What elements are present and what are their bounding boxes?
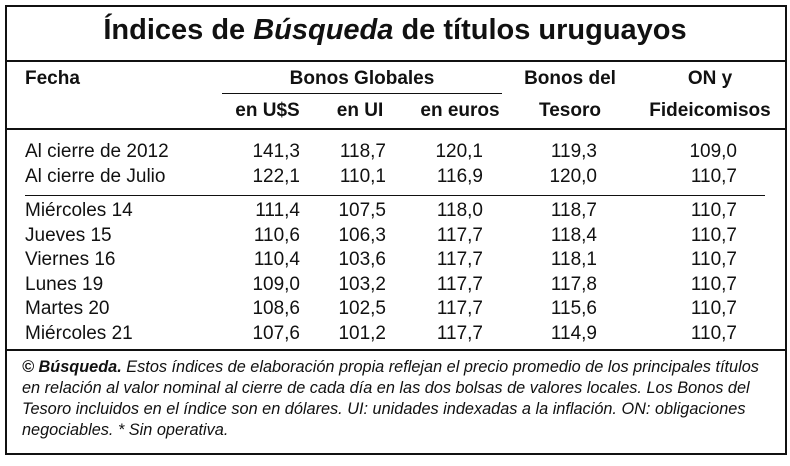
footnote-part: © [22, 358, 39, 376]
cell: 103,2 [338, 273, 386, 295]
cell: 110,7 [690, 298, 737, 319]
row-label: Al cierre de Julio [25, 166, 166, 187]
cell: 109,0 [252, 273, 300, 295]
cell: 118,7 [339, 141, 386, 162]
cell: 119,3 [550, 141, 597, 162]
cell: 110,1 [339, 166, 386, 187]
cell: 102,5 [338, 298, 386, 319]
cell: 117,7 [436, 273, 483, 295]
cell: 110,7 [690, 200, 737, 221]
cell: 118,4 [550, 224, 597, 246]
header: Fecha [25, 68, 80, 89]
cell: 110,4 [253, 249, 300, 270]
row-label: Viernes 16 [25, 249, 116, 270]
cell: 101,2 [338, 322, 386, 344]
cell: 111,4 [255, 200, 300, 221]
cell: 117,8 [550, 273, 597, 295]
title-part: Índices de [103, 14, 254, 46]
cell: 106,3 [338, 224, 386, 246]
cell: 103,6 [338, 249, 386, 270]
header: en U$S [235, 100, 300, 121]
cell: 120,0 [549, 166, 597, 187]
rule [7, 60, 785, 62]
cell: 110,7 [690, 322, 737, 344]
cell: 118,7 [550, 200, 597, 221]
header: en UI [336, 100, 384, 121]
cell: 117,7 [436, 249, 483, 270]
frame [5, 5, 787, 455]
rule [222, 93, 502, 94]
cell: 122,1 [252, 166, 300, 187]
cell: 110,7 [690, 249, 737, 270]
cell: 141,3 [252, 141, 300, 162]
cell: 107,5 [338, 200, 386, 221]
footnote-part: Búsqueda. [38, 358, 122, 376]
cell: 110,7 [690, 273, 737, 295]
header: en euros [420, 100, 500, 121]
header: ON y [687, 68, 733, 89]
cell: 108,6 [252, 298, 300, 319]
header: Bonos del [524, 68, 616, 89]
cell: 117,7 [436, 224, 483, 246]
footnote-part: Estos índices de elaboración propia refl… [22, 358, 759, 439]
cell: 110,7 [690, 166, 737, 187]
title-part: de títulos uruguayos [393, 14, 687, 46]
rule [25, 195, 765, 196]
title-part: Búsqueda [253, 14, 394, 46]
row-label: Lunes 19 [25, 273, 104, 295]
cell: 115,6 [550, 298, 597, 319]
cell: 114,9 [550, 322, 597, 344]
row-label: Jueves 15 [25, 224, 112, 246]
row-label: Al cierre de 2012 [25, 141, 169, 162]
row-label: Miércoles 14 [25, 200, 133, 221]
cell: 117,7 [436, 322, 483, 344]
header: Bonos Globales [289, 68, 435, 89]
title: Índices de Búsqueda de títulos uruguayos [0, 14, 790, 47]
row-label: Martes 20 [25, 298, 110, 319]
cell: 117,7 [436, 298, 483, 319]
cell: 110,6 [253, 224, 300, 246]
row-label: Miércoles 21 [25, 322, 133, 344]
cell: 118,1 [550, 249, 597, 270]
header: Fideicomisos [649, 100, 771, 121]
cell: 109,0 [689, 141, 737, 162]
cell: 120,1 [435, 141, 483, 162]
footnote: © Búsqueda. Estos índices de elaboración… [22, 357, 774, 441]
cell: 110,7 [690, 224, 737, 246]
header: Tesoro [539, 100, 601, 121]
rule [7, 128, 785, 130]
cell: 118,0 [436, 200, 483, 221]
cell: 116,9 [436, 166, 483, 187]
cell: 107,6 [252, 322, 300, 344]
rule [7, 349, 785, 351]
